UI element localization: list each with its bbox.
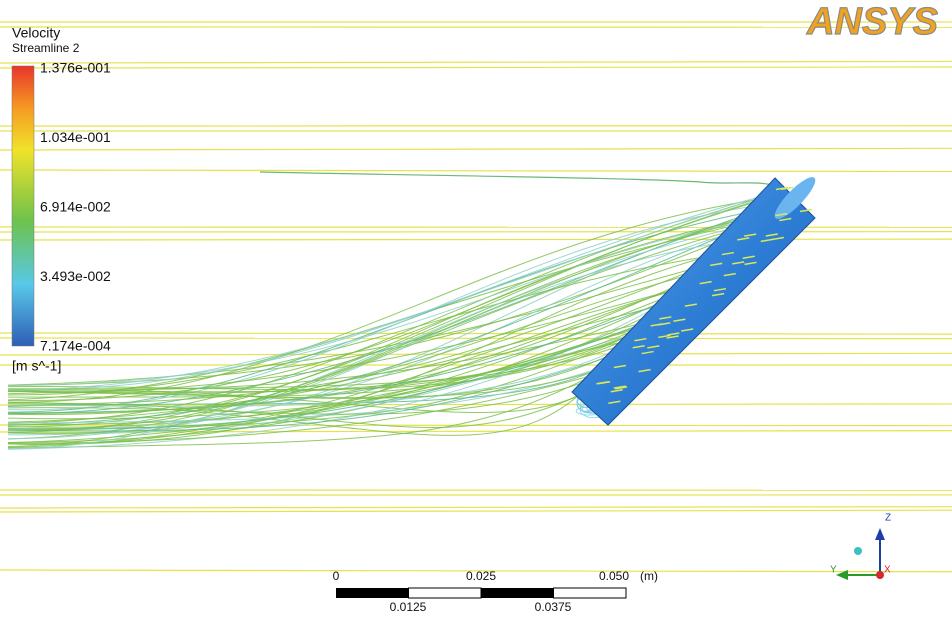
streamline (0, 333, 952, 334)
streamline (260, 172, 775, 186)
scale-segment (409, 588, 482, 598)
legend-unit: [m s^-1] (12, 358, 61, 374)
scale-segment (481, 588, 554, 598)
legend-subtitle: Streamline 2 (12, 41, 80, 55)
legend-label: 1.034e-001 (40, 129, 111, 145)
logo: ANSYS (806, 1, 938, 43)
streamline (0, 507, 952, 508)
scale-segment (336, 588, 409, 598)
scale-label: 0.025 (466, 569, 496, 583)
color-bar (12, 66, 34, 346)
x-label: X (884, 565, 891, 576)
scale-label: 0.050 (599, 569, 629, 583)
streamlines (0, 22, 952, 572)
streamline (0, 510, 952, 512)
streamline (0, 170, 952, 172)
legend-label: 1.376e-001 (40, 60, 111, 76)
scale-label: 0 (333, 569, 340, 583)
z-label: Z (885, 513, 891, 524)
axis-triad: Z Y X (830, 513, 891, 580)
view-dot (854, 547, 862, 555)
streamline (0, 239, 952, 240)
legend-label: 7.174e-004 (40, 338, 111, 354)
legend-label: 6.914e-002 (40, 199, 111, 215)
streamline (0, 67, 952, 68)
legend-title: Velocity (12, 25, 60, 41)
scale-bar (336, 588, 626, 598)
legend-labels: 1.376e-001 1.034e-001 6.914e-002 3.493e-002… (40, 60, 111, 354)
streamline (0, 61, 952, 63)
streamline (0, 148, 952, 150)
legend-label: 3.493e-002 (40, 268, 111, 284)
x-axis (876, 571, 884, 579)
scale-label: 0.0375 (535, 600, 572, 614)
scale-unit: (m) (640, 569, 658, 583)
viewport: Velocity Streamline 2 1.376e-001 1.034e-0… (0, 0, 952, 619)
scale-segment (554, 588, 627, 598)
page: Velocity Streamline 2 1.376e-001 1.034e-0… (0, 0, 952, 619)
z-arrow (875, 528, 885, 540)
y-label: Y (830, 565, 837, 576)
scale-label: 0.0125 (390, 600, 427, 614)
streamline (8, 366, 607, 424)
